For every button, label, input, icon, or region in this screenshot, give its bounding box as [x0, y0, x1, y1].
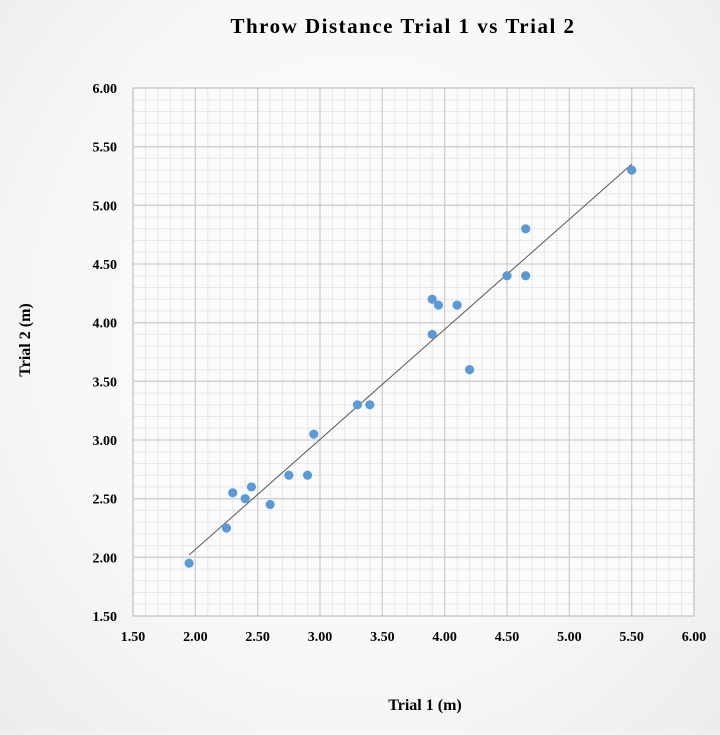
- x-tick-label: 2.00: [183, 630, 208, 645]
- data-point: [427, 329, 437, 339]
- x-tick-label: 6.00: [682, 630, 707, 645]
- x-tick-label: 3.00: [308, 630, 333, 645]
- data-point: [265, 499, 275, 510]
- data-point: [502, 271, 512, 281]
- y-tick-label: 2.50: [93, 493, 118, 508]
- x-tick-label: 2.50: [245, 630, 270, 645]
- data-point: [184, 558, 194, 568]
- plot-area: [133, 88, 694, 616]
- data-point: [465, 365, 475, 375]
- y-tick-label: 3.00: [93, 434, 118, 449]
- data-point: [352, 400, 362, 410]
- data-point: [427, 294, 437, 304]
- y-tick-label: 2.00: [93, 551, 118, 566]
- y-axis-title: Trial 2 (m): [17, 303, 34, 376]
- x-tick-label: 3.50: [370, 630, 395, 645]
- data-point: [240, 494, 250, 504]
- data-point: [302, 470, 313, 480]
- trendline: [188, 163, 632, 556]
- data-point: [309, 429, 319, 439]
- x-tick-label: 4.50: [495, 630, 520, 645]
- x-axis-title: Trial 1 (m): [388, 697, 461, 714]
- data-point: [452, 300, 462, 310]
- data-point: [246, 482, 257, 492]
- data-point: [284, 470, 294, 480]
- y-tick-label: 4.00: [93, 317, 118, 332]
- y-tick-label: 3.50: [93, 375, 118, 390]
- y-tick-label: 5.50: [93, 141, 118, 156]
- data-point: [228, 488, 238, 498]
- x-tick-label: 5.00: [557, 630, 582, 645]
- data-point: [221, 523, 232, 533]
- y-tick-label: 4.50: [93, 258, 118, 273]
- data-point: [365, 400, 375, 410]
- y-tick-label: 1.50: [93, 610, 118, 625]
- data-point: [627, 165, 637, 175]
- x-tick-label: 4.00: [432, 630, 457, 645]
- data-point: [521, 224, 531, 234]
- x-tick-label: 5.50: [619, 630, 644, 645]
- y-tick-label: 5.00: [93, 199, 118, 214]
- chart-title: Throw Distance Trial 1 vs Trial 2: [230, 14, 575, 38]
- y-tick-label: 6.00: [93, 82, 118, 97]
- plot-border: [132, 87, 695, 617]
- x-tick-label: 1.50: [121, 630, 146, 645]
- data-point: [521, 271, 531, 281]
- data-point: [433, 300, 444, 310]
